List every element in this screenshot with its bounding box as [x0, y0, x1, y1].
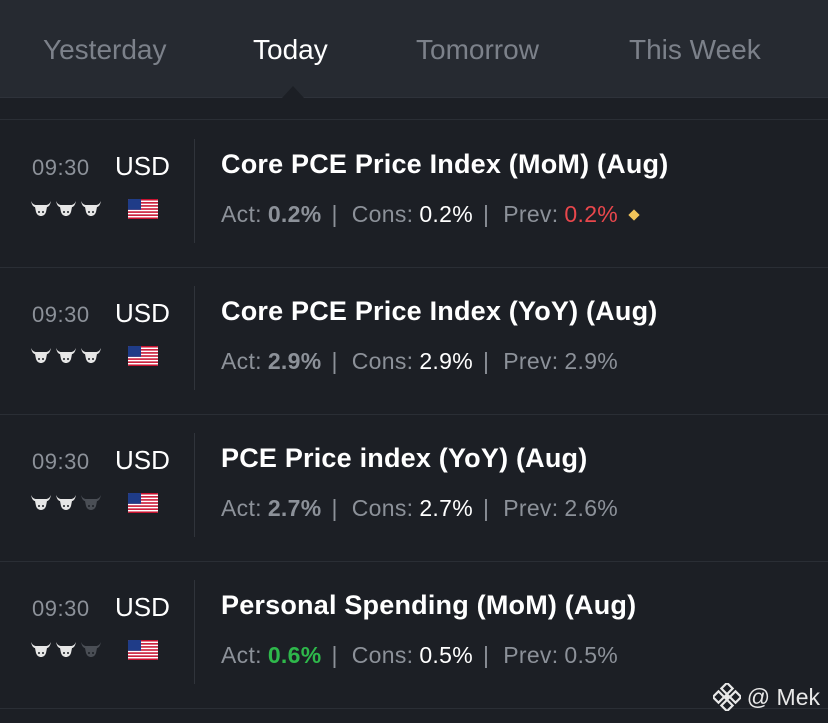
- separator: |: [482, 201, 490, 227]
- separator: |: [482, 348, 490, 374]
- us-flag-icon: [128, 199, 158, 219]
- tab-this-week[interactable]: This Week: [629, 34, 761, 65]
- previous-label: Prev:: [503, 642, 559, 668]
- event-title: Core PCE Price Index (YoY) (Aug): [221, 296, 658, 326]
- event-title: Core PCE Price Index (MoM) (Aug): [221, 149, 669, 179]
- actual-label: Act:: [221, 201, 262, 227]
- us-flag-icon: [128, 346, 158, 366]
- event-row[interactable]: 09:30 USD Core PCE Price Index (MoM) (Au…: [0, 121, 828, 268]
- importance-rating: [30, 344, 102, 366]
- bull-icon-dim: [81, 642, 101, 657]
- actual-label: Act:: [221, 495, 262, 521]
- consensus-label: Cons:: [351, 495, 414, 521]
- previous-value: 2.9%: [564, 348, 619, 374]
- list-spacer: [0, 98, 828, 120]
- consensus-value: 0.2%: [419, 201, 473, 227]
- bull-icon: [31, 348, 51, 363]
- importance-rating: [30, 491, 102, 513]
- actual-value: 2.9%: [267, 348, 322, 374]
- separator: |: [331, 642, 338, 668]
- bull-icon: [81, 348, 101, 363]
- previous-value: 0.2%: [564, 201, 619, 227]
- event-time: 09:30: [32, 449, 90, 474]
- event-row[interactable]: 09:30 USD Core PCE Price Index (YoY) (Au…: [0, 268, 828, 415]
- row-divider: [194, 286, 195, 390]
- row-divider: [194, 433, 195, 537]
- event-time: 09:30: [32, 302, 90, 327]
- event-row[interactable]: 09:30 USD Personal Spending (MoM) (Aug) …: [0, 562, 828, 709]
- date-tab-bar: Yesterday Today Tomorrow This Week: [0, 0, 828, 98]
- actual-value: 0.2%: [267, 201, 322, 227]
- consensus-label: Cons:: [351, 642, 414, 668]
- previous-label: Prev:: [503, 348, 559, 374]
- bull-icon: [81, 201, 101, 216]
- row-divider: [194, 139, 195, 243]
- bull-icon: [56, 642, 76, 657]
- separator: |: [482, 642, 490, 668]
- previous-label: Prev:: [503, 201, 559, 227]
- actual-value: 0.6%: [267, 642, 322, 668]
- event-stats: Act: 0.6% | Cons: 0.5% | Prev: 0.5%: [221, 642, 618, 669]
- bull-icon-dim: [81, 495, 101, 510]
- consensus-value: 0.5%: [419, 642, 473, 668]
- tab-yesterday[interactable]: Yesterday: [43, 34, 167, 65]
- us-flag-icon: [128, 640, 158, 660]
- row-divider: [194, 580, 195, 684]
- event-currency: USD: [115, 298, 170, 328]
- us-flag-icon: [128, 493, 158, 513]
- importance-rating: [30, 197, 102, 219]
- consensus-value: 2.7%: [419, 495, 473, 521]
- importance-rating: [30, 638, 102, 660]
- actual-label: Act:: [221, 642, 262, 668]
- consensus-label: Cons:: [351, 348, 414, 374]
- separator: |: [331, 495, 338, 521]
- actual-label: Act:: [221, 348, 262, 374]
- bull-icon: [31, 495, 51, 510]
- tab-today[interactable]: Today: [253, 34, 328, 65]
- bull-icon: [56, 495, 76, 510]
- event-stats: Act: 2.7% | Cons: 2.7% | Prev: 2.6%: [221, 495, 618, 522]
- event-stats: Act: 2.9% | Cons: 2.9% | Prev: 2.9%: [221, 348, 618, 375]
- event-time: 09:30: [32, 596, 90, 621]
- event-stats: Act: 0.2% | Cons: 0.2% | Prev: 0.2%: [221, 201, 640, 228]
- event-row[interactable]: 09:30 USD PCE Price index (YoY) (Aug) Ac…: [0, 415, 828, 562]
- separator: |: [482, 495, 490, 521]
- event-currency: USD: [115, 592, 170, 622]
- event-currency: USD: [115, 151, 170, 181]
- consensus-value: 2.9%: [419, 348, 473, 374]
- binance-logo-icon: [712, 683, 741, 711]
- bull-icon: [31, 642, 51, 657]
- consensus-label: Cons:: [351, 201, 414, 227]
- previous-value: 0.5%: [564, 642, 619, 668]
- separator: |: [331, 201, 338, 227]
- bull-icon: [31, 201, 51, 216]
- event-currency: USD: [115, 445, 170, 475]
- bull-icon: [56, 201, 76, 216]
- separator: |: [331, 348, 338, 374]
- previous-label: Prev:: [503, 495, 559, 521]
- bull-icon: [56, 348, 76, 363]
- tab-tomorrow[interactable]: Tomorrow: [416, 34, 539, 65]
- revised-diamond-icon: [628, 208, 640, 221]
- event-time: 09:30: [32, 155, 90, 180]
- actual-value: 2.7%: [267, 495, 322, 521]
- event-title: Personal Spending (MoM) (Aug): [221, 590, 637, 620]
- watermark: @ Mek: [712, 683, 820, 711]
- event-title: PCE Price index (YoY) (Aug): [221, 443, 588, 473]
- previous-value: 2.6%: [564, 495, 619, 521]
- active-tab-indicator: [282, 86, 304, 98]
- watermark-text: @ Mek: [746, 683, 820, 710]
